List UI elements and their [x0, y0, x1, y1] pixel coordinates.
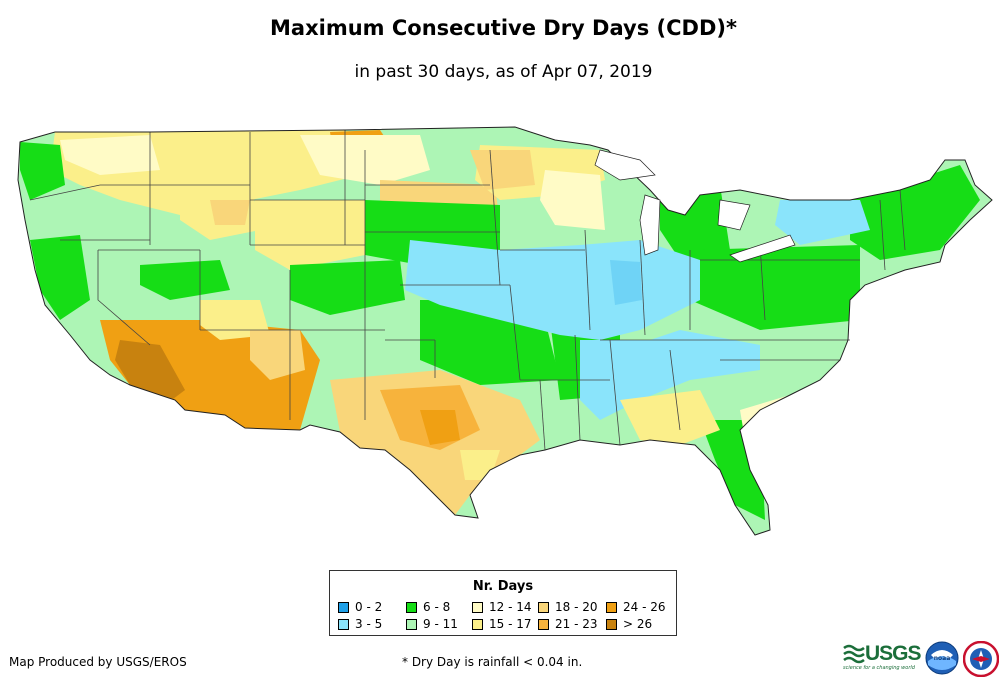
legend-label: 6 - 8 — [423, 600, 451, 614]
legend-swatch — [538, 601, 549, 613]
usgs-wave-icon — [843, 644, 865, 664]
legend-label: > 26 — [623, 617, 653, 631]
map-title: Maximum Consecutive Dry Days (CDD)* — [270, 16, 737, 40]
lake-michigan — [639, 194, 661, 256]
legend-swatch — [472, 601, 483, 613]
nws-seal-icon — [963, 641, 999, 677]
legend-swatch — [338, 618, 349, 630]
lake-erie — [729, 234, 796, 263]
legend-label: 18 - 20 — [555, 600, 598, 614]
usgs-tagline: science for a changing world — [843, 665, 915, 671]
legend-title: Nr. Days — [472, 579, 534, 594]
legend-swatch — [338, 601, 349, 613]
legend-item: 24 - 26 — [606, 600, 666, 614]
legend-item: 6 - 8 — [406, 600, 450, 614]
legend-item: 15 - 17 — [472, 617, 532, 631]
credit-text: Map Produced by USGS/EROS — [9, 655, 187, 669]
noaa-logo-text: noaa — [934, 655, 951, 662]
legend-swatch — [406, 618, 417, 630]
usgs-wordmark: USGS — [865, 642, 922, 665]
legend-label: 9 - 11 — [423, 617, 458, 631]
legend-item: 21 - 23 — [538, 617, 598, 631]
legend-swatch — [538, 618, 549, 630]
legend: Nr. Days 0 - 2 3 - 5 6 - 8 9 - 11 12 - 1… — [329, 570, 677, 636]
map-subtitle: in past 30 days, as of Apr 07, 2019 — [354, 62, 653, 82]
lake-huron — [717, 199, 751, 231]
legend-swatch — [472, 618, 483, 630]
footnote-text: * Dry Day is rainfall < 0.04 in. — [402, 655, 583, 669]
legend-item: 9 - 11 — [406, 617, 458, 631]
legend-label: 15 - 17 — [489, 617, 532, 631]
lake-superior — [594, 149, 656, 181]
noaa-logo-icon: noaa — [925, 641, 959, 675]
legend-item: 18 - 20 — [538, 600, 598, 614]
legend-label: 3 - 5 — [355, 617, 383, 631]
legend-label: 24 - 26 — [623, 600, 666, 614]
us-dry-days-map — [17, 126, 993, 536]
legend-item: 0 - 2 — [338, 600, 382, 614]
legend-swatch — [606, 618, 617, 630]
legend-label: 12 - 14 — [489, 600, 532, 614]
legend-swatch — [606, 601, 617, 613]
legend-item: > 26 — [606, 617, 652, 631]
us-outline — [17, 126, 993, 536]
legend-label: 21 - 23 — [555, 617, 598, 631]
legend-swatch — [406, 601, 417, 613]
legend-item: 3 - 5 — [338, 617, 382, 631]
usgs-logo: USGS science for a changing world — [843, 642, 922, 672]
legend-item: 12 - 14 — [472, 600, 532, 614]
dry-days-raster — [18, 127, 992, 535]
state-boundaries — [29, 130, 906, 451]
legend-label: 0 - 2 — [355, 600, 383, 614]
